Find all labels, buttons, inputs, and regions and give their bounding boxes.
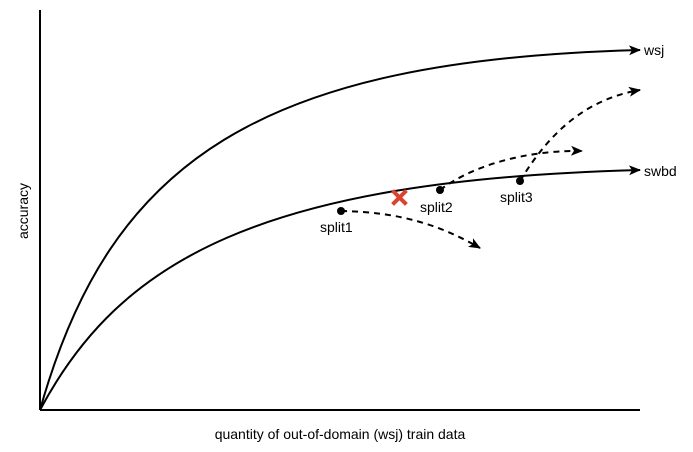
split2-label: split2 bbox=[420, 199, 453, 215]
split1-point bbox=[337, 207, 345, 215]
split2-projection-arrow bbox=[439, 145, 583, 191]
split3-point bbox=[516, 177, 524, 185]
split3-label: split3 bbox=[500, 189, 533, 205]
wsj-curve bbox=[39, 45, 641, 411]
swbd-label: swbd bbox=[644, 163, 677, 179]
split1-projection-arrow bbox=[340, 210, 481, 249]
swbd-curve bbox=[39, 165, 641, 411]
split3-projection-arrow bbox=[519, 86, 641, 182]
split1-label: split1 bbox=[320, 219, 353, 235]
x-axis-title: quantity of out-of-domain (wsj) train da… bbox=[215, 426, 466, 442]
split2-point bbox=[436, 186, 444, 194]
optimal-point-cross-icon bbox=[391, 189, 408, 206]
wsj-label: wsj bbox=[643, 42, 664, 58]
y-axis-title: accuracy bbox=[15, 183, 31, 239]
